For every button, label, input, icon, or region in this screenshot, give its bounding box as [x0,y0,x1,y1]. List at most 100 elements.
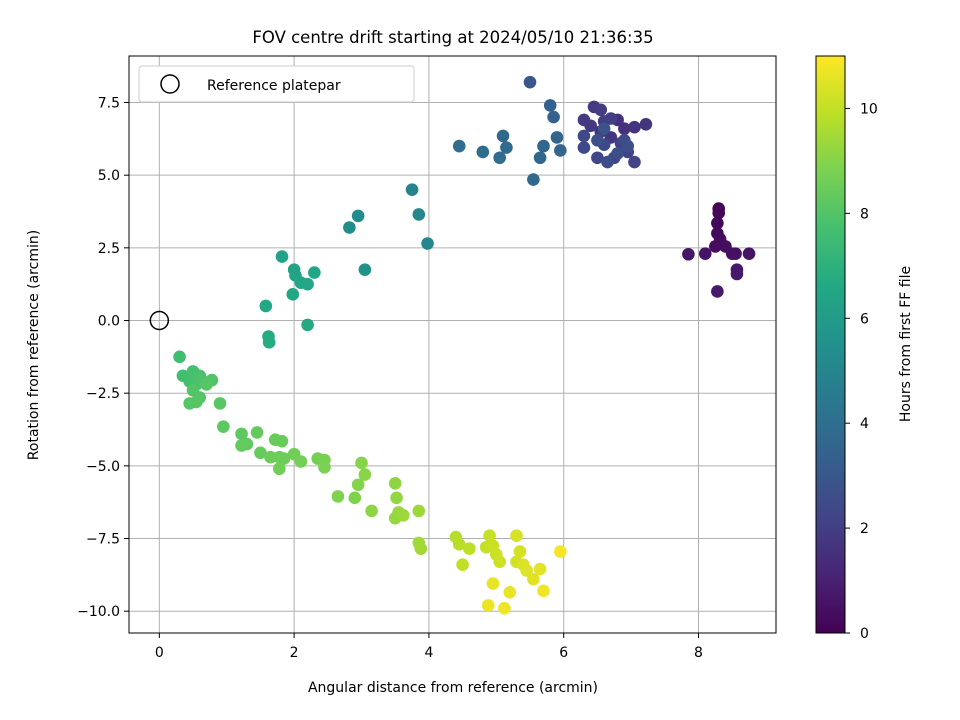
data-point [520,564,533,577]
data-point [498,601,511,615]
colorbar [815,55,846,634]
data-point [343,221,356,234]
data-point [591,151,604,165]
data-point [577,141,591,154]
data-point [397,508,410,522]
data-point [262,336,276,349]
data-point [318,461,331,474]
data-point [742,247,756,260]
data-point [618,122,631,135]
data-point [483,529,496,542]
data-point [476,145,490,159]
data-point [388,476,402,490]
data-point [264,450,277,464]
x-tick-label: 6 [559,645,568,661]
data-point [547,110,560,124]
data-point [412,208,426,221]
data-point [543,99,557,112]
data-point [183,397,196,410]
data-point [365,504,378,518]
y-tick-label: −7.5 [86,532,120,548]
data-point [554,545,567,558]
colorbar-tick-label: 0 [860,626,869,642]
data-point [537,584,550,598]
y-tick-label: 2.5 [98,241,120,257]
data-point [711,285,724,298]
data-point [493,555,506,569]
data-point [254,446,267,460]
data-point [272,462,286,476]
x-tick-label: 8 [694,645,703,661]
data-point [550,131,564,144]
x-tick-label: 4 [424,645,433,661]
data-point [331,490,345,503]
colorbar-tick-label: 4 [860,416,869,432]
data-point [235,427,248,441]
y-tick-label: −2.5 [86,386,120,402]
data-point [452,538,466,551]
data-point [405,183,419,197]
data-point [301,277,314,291]
data-point [577,113,591,127]
x-tick-label: 0 [155,645,164,661]
data-point [611,147,624,160]
data-point [452,139,466,153]
data-point [493,151,506,165]
data-point [496,129,510,143]
y-axis-ticks: −10.0 −7.5 −5.0 −2.5 0.0 2.5 5.0 7.5 [77,96,129,620]
data-point [463,542,476,556]
data-point [351,478,365,492]
data-point [533,151,547,165]
chart-title: FOV centre drift starting at 2024/05/10 … [252,28,653,47]
data-point [500,141,513,154]
data-point [601,155,614,169]
data-point [250,426,264,439]
data-point [729,247,742,260]
data-point [537,139,550,153]
y-tick-label: 0.0 [98,314,120,330]
x-axis-ticks: 0 2 4 6 8 [155,633,703,661]
data-point [421,237,434,250]
y-tick-label: 5.0 [98,168,120,184]
legend-entry-reference-platepar: Reference platepar [207,78,341,94]
data-point [351,209,365,223]
data-point [308,266,321,279]
data-point [604,112,618,125]
data-point [597,122,611,135]
legend-reference-marker [160,74,180,94]
data-point [711,216,724,230]
x-axis-label: Angular distance from reference (arcmin) [308,680,598,696]
data-point [213,397,227,410]
data-point [390,491,403,505]
data-point [533,562,547,576]
y-axis-label: Rotation from reference (arcmin) [26,230,42,460]
data-point [486,577,500,590]
data-point [621,139,635,153]
data-point [235,439,248,452]
reference-platepar-marker [149,310,170,331]
data-point [358,263,372,276]
data-point [527,173,540,186]
data-point [259,299,273,313]
data-point [275,250,289,263]
data-point [594,103,608,117]
colorbar-tick-label: 6 [860,311,869,327]
colorbar-tick-label: 8 [860,206,869,222]
data-point [414,542,428,556]
data-points [173,75,756,615]
legend-box [138,65,415,103]
data-point [591,133,604,147]
data-point [275,434,289,448]
data-point [513,545,527,558]
y-tick-label: −10.0 [77,604,120,620]
data-point [456,558,469,571]
data-point [173,350,186,364]
data-point [628,120,641,134]
data-point [200,378,213,391]
data-point [554,144,567,157]
data-point [348,491,362,505]
data-point [510,529,523,542]
x-tick-label: 2 [290,645,299,661]
y-tick-label: −5.0 [86,459,120,475]
